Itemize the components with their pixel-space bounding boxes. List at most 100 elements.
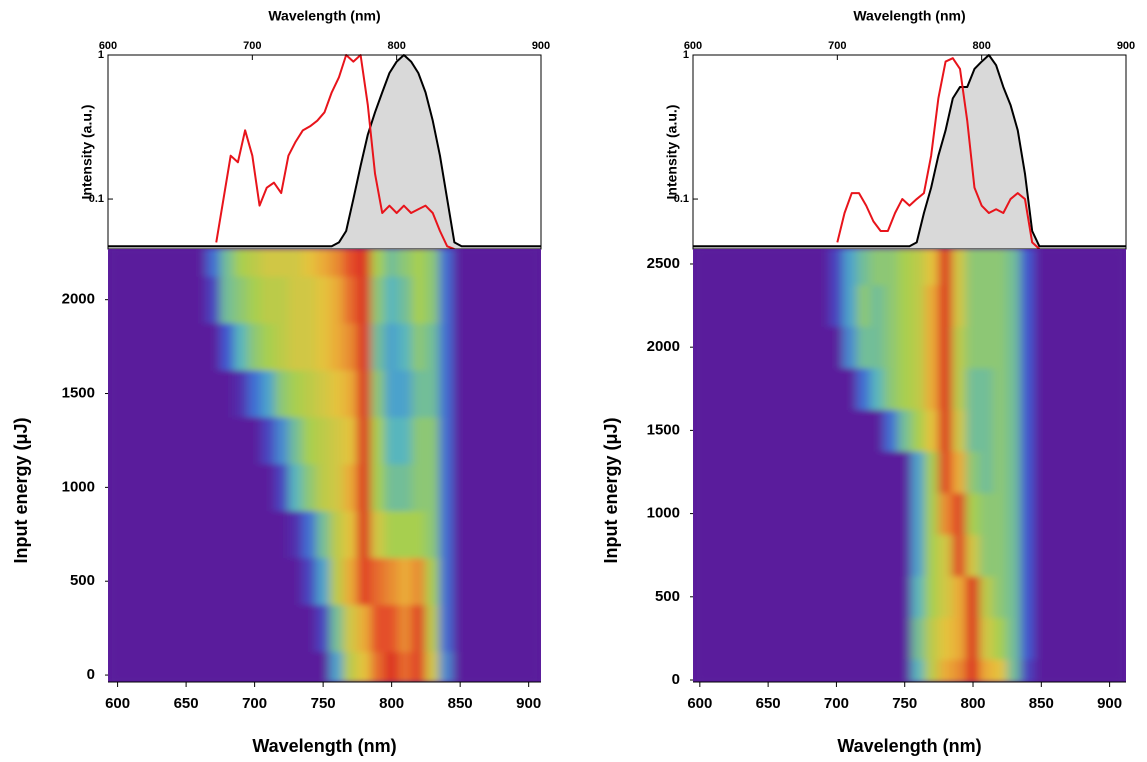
heatmap-cell [274,651,290,682]
heatmap-cell [521,416,541,465]
x-axis-label: Wavelength (nm) [837,736,981,756]
y-tick-label: 0.1 [674,193,689,205]
heatmap-cell [1006,325,1022,369]
heatmap-cell [452,557,468,606]
heatmap-cell [733,249,749,286]
heatmap-cell [192,604,208,653]
heatmap-cell [206,275,221,324]
heatmap-cell [452,249,468,277]
heatmap-cell [356,275,372,324]
heatmap-cell [952,325,967,369]
heatmap-cell [829,658,844,682]
y-axis-label: Input energy (μJ) [601,417,621,563]
heatmap-cell [883,450,899,494]
heatmap-cell [883,533,899,577]
heatmap-cell [452,416,468,465]
heatmap-cell [693,575,708,619]
heatmap-cell [952,492,967,535]
heatmap-cell [842,575,858,619]
heatmap-cell [247,416,262,465]
heatmap-cell [733,575,749,619]
heatmap-cell [693,617,708,660]
heatmap-cell [774,617,790,660]
heatmap-cell [719,533,735,577]
heatmap-cell [439,275,454,324]
heatmap-cell [1006,249,1022,286]
heatmap-cell [842,492,858,535]
heatmap-cell [774,284,790,327]
heatmap-cell [425,275,441,324]
heatmap-cell [706,617,721,660]
heatmap-cell [870,409,885,452]
heatmap-cell [1047,575,1063,619]
heatmap-cell [480,463,495,512]
heatmap-cell [315,557,331,606]
heatmap-cell [108,322,125,371]
heatmap-cell [1047,533,1063,577]
heatmap-cell [151,249,167,277]
heatmap-cell [938,658,954,682]
heatmap-cell [397,651,413,682]
plot-frame [692,54,1127,250]
heatmap-cell [924,325,940,369]
heatmap-cell [397,322,413,371]
heatmap-cell [801,249,817,286]
heatmap-cell [521,275,541,324]
heatmap-cell [938,617,954,660]
heatmap-cell [329,369,345,418]
heatmap-cell [911,617,926,660]
heatmap-cell [1074,617,1090,660]
heatmap-cell [302,369,317,418]
heatmap-cell [206,604,221,653]
heatmap-cell [1102,617,1126,660]
heatmap-cell [760,409,776,452]
heatmap-cell [1102,533,1126,577]
heatmap-cell [466,369,482,418]
heatmap-cell [480,369,495,418]
heatmap-cell [411,557,427,606]
heatmap-cell [965,450,981,494]
heatmap-cell [788,409,803,452]
heatmap-cell [411,651,427,682]
y-tick-label: 0.1 [89,193,104,205]
heatmap-cell [165,322,180,371]
heatmap-cell [965,249,981,286]
heatmap-cell [760,284,776,327]
heatmap-cell [993,617,1008,660]
heatmap-cell [137,510,153,559]
spectrum-line [108,54,541,248]
heatmap-cell [507,510,523,559]
heatmap-cell [829,492,844,535]
heatmap-cell [356,249,372,277]
heatmap-cell [897,284,913,327]
heatmap-cell [870,492,885,535]
heatmap-cell [1102,325,1126,369]
heatmap-cell [938,409,954,452]
heatmap-cell [521,510,541,559]
heatmap-cell [706,367,721,411]
heatmap-cell [1088,325,1104,369]
heatmap-cell [151,322,167,371]
heatmap-cell [206,322,221,371]
heatmap-cell [719,367,735,411]
heatmap-cell [897,575,913,619]
heatmap-cell [1020,450,1035,494]
heatmap-cell [706,325,721,369]
heatmap-cell [302,651,317,682]
heatmap-cell [1033,284,1049,327]
heatmap-cell [1033,575,1049,619]
heatmap-cell [370,463,386,512]
heatmap-cell [329,510,345,559]
heatmap-cell [493,369,509,418]
heatmap-cell [493,322,509,371]
heatmap-cell [1020,533,1035,577]
heatmap-cell [1047,325,1063,369]
heatmap-cell [151,604,167,653]
heatmap-cell [493,416,509,465]
heatmap-cell [1033,409,1049,452]
heatmap-cell [108,463,125,512]
heatmap-cell [192,249,208,277]
heatmap-cell [924,367,940,411]
spectrum-line [693,54,1126,248]
heatmap-cell [425,557,441,606]
